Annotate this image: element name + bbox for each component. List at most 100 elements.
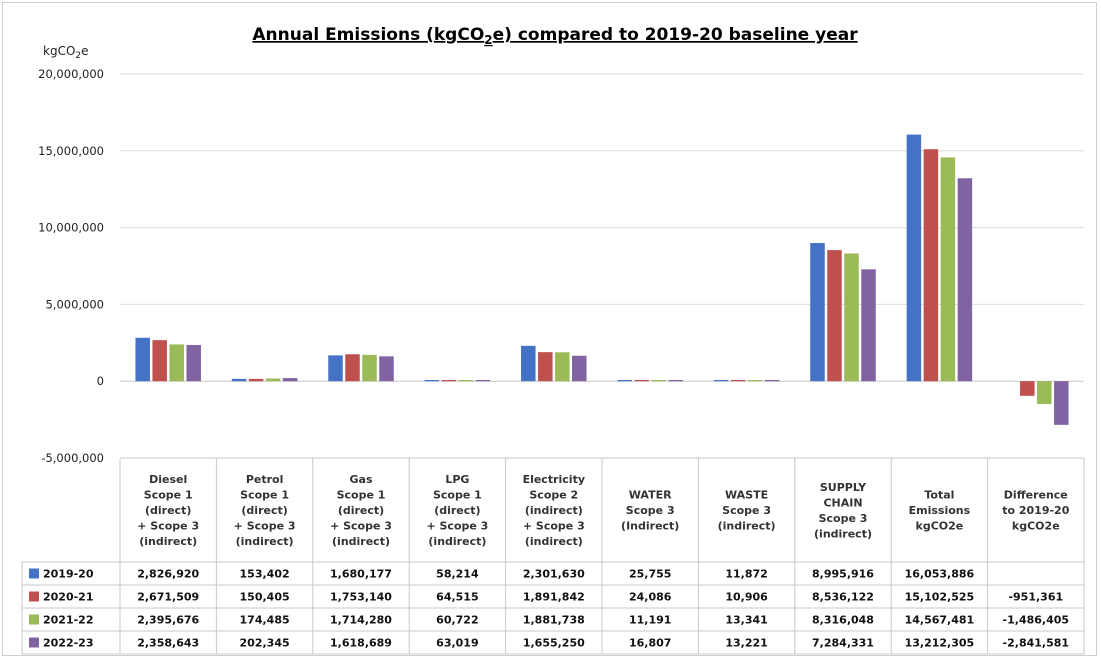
bar <box>282 378 298 382</box>
data-label: 16,053,886 <box>905 568 975 581</box>
y-axis-label: kgCO2e <box>43 44 89 61</box>
category-label: (indirect) <box>236 535 294 548</box>
data-label: 1,881,738 <box>523 614 585 627</box>
bar <box>555 352 570 382</box>
bar <box>1037 381 1052 405</box>
bar <box>923 149 939 382</box>
category-label: WATER <box>629 489 672 502</box>
data-label: 1,680,177 <box>330 568 392 581</box>
data-label: 2,826,920 <box>137 568 199 581</box>
data-label: 1,714,280 <box>330 614 392 627</box>
category-label: (indirect) <box>525 504 583 517</box>
bar <box>1020 381 1035 396</box>
bar <box>345 354 360 382</box>
category-label: kgCO2e <box>1012 520 1060 533</box>
y-tick-label: 10,000,000 <box>38 221 104 235</box>
data-label: 10,906 <box>725 591 768 604</box>
legend-key <box>29 591 39 602</box>
category-label: (direct) <box>145 504 191 517</box>
bar <box>940 157 956 382</box>
bar <box>475 380 491 382</box>
data-label: -1,486,405 <box>1003 614 1070 627</box>
data-label: 13,221 <box>725 637 767 650</box>
y-tick-label: 15,000,000 <box>38 144 104 158</box>
category-label: Scope 3 <box>819 512 868 525</box>
y-tick-label: -5,000,000 <box>41 451 104 465</box>
data-label: 2,358,643 <box>137 637 199 650</box>
category-label: (indirect) <box>525 535 583 548</box>
bar <box>861 269 876 382</box>
bar <box>810 243 825 382</box>
category-label: Difference <box>1004 489 1068 502</box>
data-label: 153,402 <box>240 568 290 581</box>
chart-text: Annual Emissions (kgCO2e) compared to 20… <box>38 25 1070 650</box>
data-label: 2,395,676 <box>137 614 199 627</box>
category-label: Scope 2 <box>529 489 578 502</box>
category-label: + Scope 3 <box>234 520 296 533</box>
category-label: (indirect) <box>332 535 390 548</box>
data-label: 11,191 <box>629 614 671 627</box>
category-label: Petrol <box>246 473 284 486</box>
bar <box>827 250 842 382</box>
bar <box>730 380 746 382</box>
category-label: + Scope 3 <box>330 520 392 533</box>
legend-label: 2021-22 <box>43 614 94 627</box>
bar <box>169 344 184 382</box>
data-label: 2,301,630 <box>523 568 585 581</box>
category-label: (indirect) <box>139 535 197 548</box>
data-label: 13,212,305 <box>905 637 975 650</box>
data-label: 2,671,509 <box>137 591 199 604</box>
data-label: 7,284,331 <box>812 637 874 650</box>
category-label: Scope 3 <box>626 504 675 517</box>
data-label: 14,567,481 <box>905 614 975 627</box>
category-label: Scope 1 <box>240 489 289 502</box>
bar <box>231 378 247 382</box>
legend-label: 2019-20 <box>43 568 94 581</box>
data-label: 58,214 <box>436 568 479 581</box>
data-label: 24,086 <box>629 591 672 604</box>
legend-label: 2022-23 <box>43 637 94 650</box>
category-label: (indirect) <box>718 520 776 533</box>
bar <box>441 380 457 382</box>
bar <box>186 344 201 382</box>
bar <box>713 380 729 382</box>
bar <box>328 355 343 382</box>
bar <box>135 337 150 382</box>
bar <box>521 345 536 382</box>
bar <box>265 378 281 382</box>
data-label: 16,807 <box>629 637 671 650</box>
data-label: 202,345 <box>240 637 290 650</box>
legend-key <box>29 614 39 625</box>
category-label: Scope 3 <box>722 504 771 517</box>
bar <box>152 340 167 382</box>
bar <box>248 378 264 382</box>
bar <box>764 380 780 382</box>
data-label: 8,536,122 <box>812 591 874 604</box>
y-tick-label: 20,000,000 <box>38 67 104 81</box>
category-label: CHAIN <box>823 496 862 509</box>
data-label: 64,515 <box>436 591 478 604</box>
bar <box>458 380 474 382</box>
data-label: 15,102,525 <box>905 591 975 604</box>
category-label: (direct) <box>338 504 384 517</box>
bar <box>651 380 666 382</box>
data-table <box>21 457 1085 655</box>
bars <box>135 134 1069 425</box>
gridlines <box>120 73 1084 382</box>
category-label: Scope 1 <box>144 489 193 502</box>
category-label: (direct) <box>434 504 480 517</box>
y-tick-label: 5,000,000 <box>45 297 104 311</box>
category-label: kgCO2e <box>916 520 964 533</box>
data-label: 150,405 <box>240 591 290 604</box>
data-label: 1,753,140 <box>330 591 392 604</box>
bar <box>617 380 632 382</box>
data-label: 1,655,250 <box>523 637 585 650</box>
data-label: 1,618,689 <box>330 637 392 650</box>
legend-key <box>29 568 39 579</box>
data-label: 8,995,916 <box>812 568 874 581</box>
category-label: Emissions <box>909 504 971 517</box>
data-label: 63,019 <box>436 637 478 650</box>
category-label: + Scope 3 <box>426 520 488 533</box>
